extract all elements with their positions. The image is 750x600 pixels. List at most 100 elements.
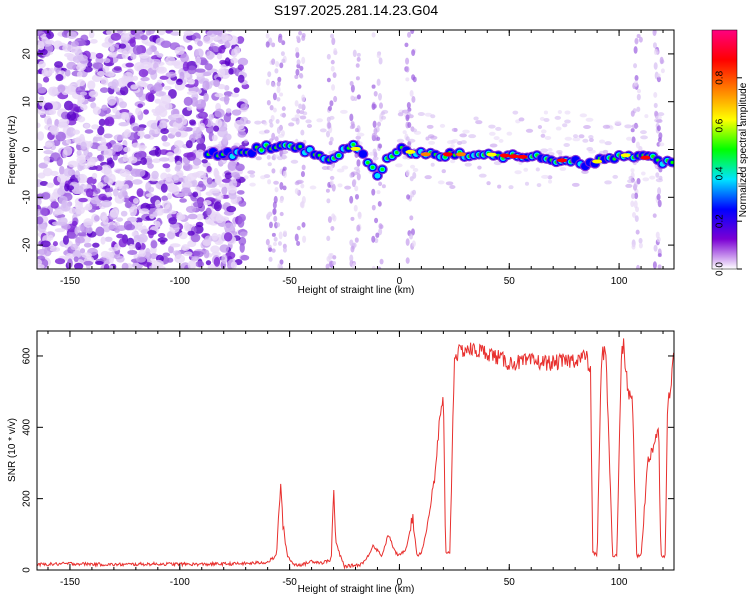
- spectrogram-cell: [412, 167, 419, 172]
- spectrogram-cell: [282, 246, 287, 253]
- spectrogram-cell: [37, 131, 45, 141]
- spectrogram-cell: [652, 261, 657, 269]
- spectrogram-cell: [217, 83, 226, 90]
- spectrogram-cell: [38, 162, 48, 169]
- spectrogram-x-label: Height of straight line (km): [298, 285, 415, 296]
- spectrogram-cell: [636, 93, 641, 101]
- spectrogram-cell: [195, 48, 204, 59]
- spectrogram-cell: [652, 30, 657, 36]
- spectrogram-cell: [119, 85, 129, 96]
- spectrogram-cell: [77, 173, 88, 184]
- spectrogram-cell: [192, 191, 199, 198]
- spectrogram-cell: [197, 180, 204, 188]
- spectrogram-cell: [378, 102, 383, 109]
- spectrogram-cell: [656, 125, 661, 132]
- spectrogram-cell: [179, 198, 187, 203]
- spectrogram-cell: [657, 187, 662, 195]
- spectrogram-cell: [64, 69, 71, 77]
- spectrogram-cell: [187, 44, 193, 51]
- spectrogram-cell: [268, 221, 273, 229]
- spectrogram-cell: [543, 117, 550, 122]
- spectrogram-cell: [91, 172, 98, 179]
- spectrogram-cell: [602, 124, 611, 129]
- spectrogram-cell: [333, 95, 338, 103]
- spectrogram-cell: [337, 183, 343, 188]
- spectrogram-cell: [104, 116, 115, 127]
- spectrogram-cell: [203, 92, 209, 102]
- spectrogram-cell: [131, 179, 143, 185]
- spectrogram-cell: [118, 43, 127, 49]
- spectrogram-cell: [424, 112, 432, 117]
- spectrogram-cell: [372, 156, 379, 161]
- spectrogram-cell: [145, 193, 155, 198]
- spectrogram-cell: [191, 96, 198, 107]
- spectrogram-cell: [40, 240, 51, 248]
- spectrogram-cell: [108, 53, 118, 58]
- spectrogram-cell: [175, 117, 183, 124]
- spectrogram-cell: [195, 149, 205, 159]
- spectrogram-cell: [267, 211, 272, 217]
- spectrogram-cell: [221, 178, 232, 183]
- spectrogram-cell: [298, 30, 303, 36]
- spectrogram-cell: [233, 87, 240, 94]
- spectrogram-cell: [87, 80, 96, 90]
- spectrogram-cell: [160, 40, 172, 49]
- spectrogram-cell: [175, 78, 183, 86]
- spectrogram-cell: [220, 30, 226, 34]
- spectrogram-cell: [185, 140, 193, 149]
- spectrogram-cell: [217, 128, 228, 138]
- spectrogram-cell: [640, 135, 648, 140]
- spectrogram-cell: [145, 247, 151, 258]
- spectrogram-cell: [214, 169, 220, 178]
- spectrogram-cell: [265, 238, 270, 246]
- spectrogram-cell: [296, 35, 301, 40]
- spectrogram-cell: [80, 141, 87, 150]
- spectrogram-cell: [634, 215, 639, 223]
- spectrogram-cell: [468, 134, 477, 139]
- spectrogram-cell: [309, 185, 317, 190]
- spectrogram-cell: [162, 200, 171, 210]
- spectrogram-cell: [276, 97, 281, 102]
- spectrogram-cell: [412, 189, 417, 196]
- spectrogram-cell: [349, 81, 354, 87]
- spectrogram-cell: [138, 52, 150, 59]
- spectrogram-cell: [356, 56, 361, 62]
- spectrogram-cell: [115, 225, 127, 231]
- spectrogram-cell: [227, 185, 237, 194]
- spectrogram-cell: [223, 94, 230, 105]
- spectrogram-cell: [653, 244, 658, 252]
- spectrogram-cell: [154, 199, 161, 208]
- snr-panel: -150 -100 -50 0 50 100 0 200 400 600 Height of s…: [7, 330, 675, 595]
- spectrogram-cell: [100, 77, 109, 86]
- spectrogram-cell: [37, 249, 48, 255]
- spectrogram-cell: [158, 157, 170, 162]
- spectrogram-cell: [268, 256, 273, 262]
- ridge-peak: [350, 146, 361, 151]
- spectrogram-cell: [634, 74, 639, 82]
- spectrogram-cell: [156, 53, 164, 58]
- spectrogram-cell: [190, 233, 201, 243]
- x-tick-label: -100: [170, 577, 190, 588]
- spectrogram-cell: [265, 78, 270, 86]
- spectrogram-cell: [108, 173, 116, 183]
- spectrogram-cell: [352, 49, 357, 58]
- spectrogram-cell: [206, 177, 213, 185]
- spectrogram-cloud: [37, 30, 665, 269]
- spectrogram-cell: [336, 168, 345, 173]
- spectrogram-cell: [101, 104, 108, 111]
- spectrogram-cell: [103, 133, 113, 139]
- spectrogram-cell: [97, 181, 104, 190]
- spectrogram-cell: [282, 185, 287, 191]
- spectrogram-cell: [326, 198, 331, 204]
- spectrogram-cell: [170, 31, 181, 36]
- spectrogram-cell: [638, 146, 643, 152]
- spectrogram-cell: [106, 157, 113, 165]
- spectrogram-cell: [137, 233, 148, 243]
- spectrogram-cell: [371, 84, 376, 89]
- spectrogram-cell: [350, 84, 355, 93]
- x-tick-label: 50: [504, 276, 516, 287]
- spectrogram-cell: [380, 115, 387, 120]
- spectrogram-cell: [371, 132, 376, 141]
- spectrogram-cell: [604, 141, 612, 146]
